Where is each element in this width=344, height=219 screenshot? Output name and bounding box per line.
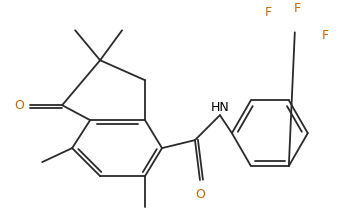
Text: F: F [322, 29, 329, 42]
Text: F: F [264, 6, 271, 19]
Text: O: O [195, 188, 205, 201]
Text: HN: HN [211, 101, 229, 114]
Text: O: O [14, 99, 24, 112]
Text: F: F [294, 2, 301, 15]
